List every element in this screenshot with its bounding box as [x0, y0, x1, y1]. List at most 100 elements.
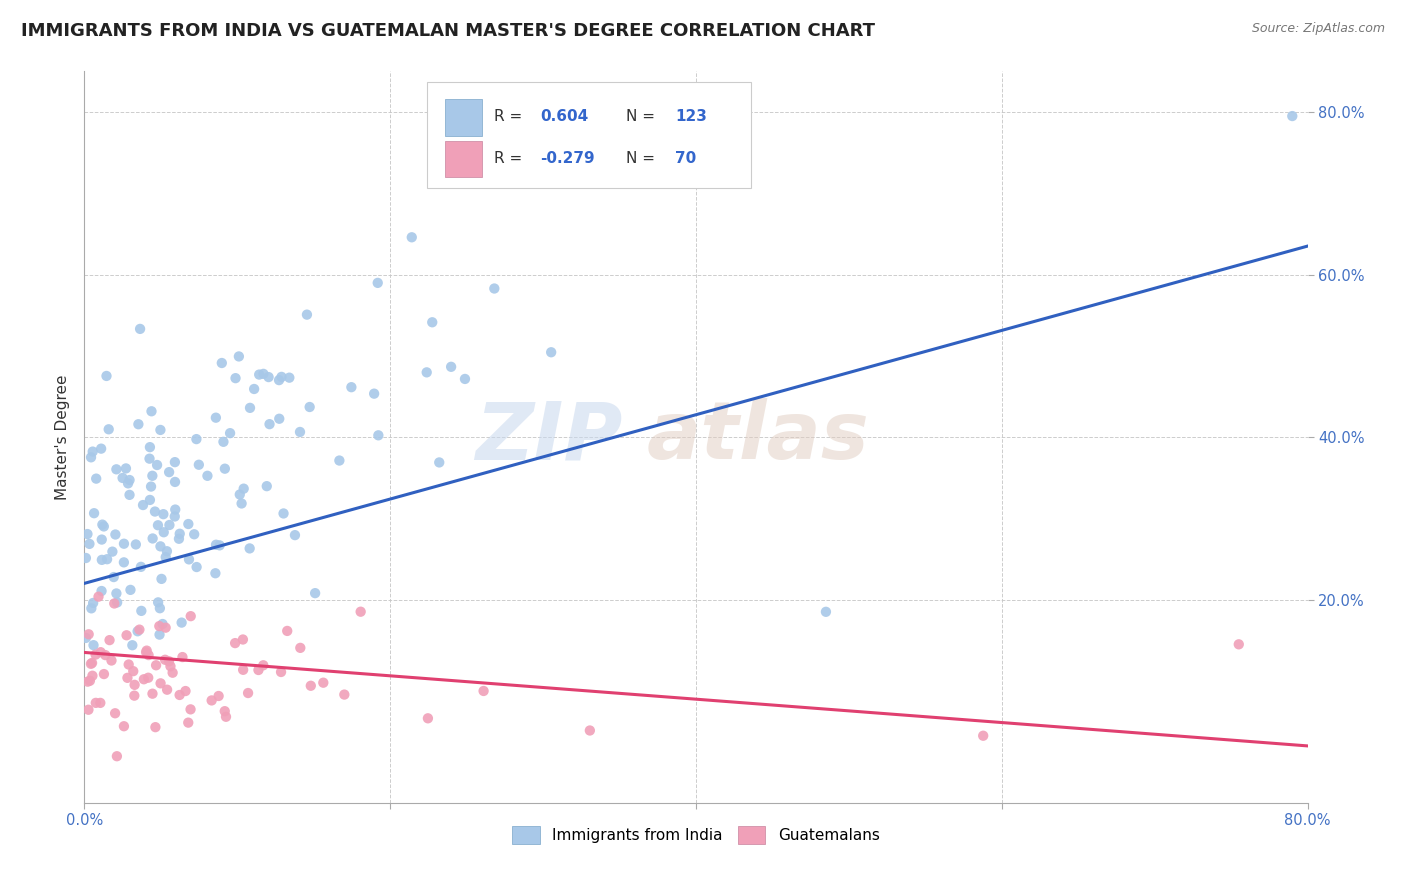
Point — [79, 673, 101, 688]
Text: R =: R = — [494, 151, 527, 166]
Point — [76, 527, 98, 541]
Point — [91, 517, 114, 532]
Point — [136, 671, 159, 685]
Point — [90, 645, 112, 659]
Point — [232, 632, 254, 647]
Point — [79, 537, 101, 551]
Point — [125, 537, 148, 551]
Point — [180, 702, 202, 716]
Point — [215, 710, 238, 724]
Text: ZIP: ZIP — [475, 398, 623, 476]
Point — [231, 496, 253, 510]
Point — [340, 380, 363, 394]
Point — [94, 648, 117, 662]
Point — [214, 704, 236, 718]
Point — [454, 372, 477, 386]
Point — [76, 674, 98, 689]
Point — [84, 696, 107, 710]
Point — [135, 643, 157, 657]
Point — [163, 509, 186, 524]
FancyBboxPatch shape — [446, 141, 482, 178]
FancyBboxPatch shape — [446, 99, 482, 136]
Point — [80, 601, 103, 615]
Point — [93, 667, 115, 681]
Point — [121, 638, 143, 652]
Point — [333, 688, 356, 702]
Point — [239, 401, 262, 415]
Point — [252, 658, 274, 673]
Point — [367, 276, 389, 290]
Point — [141, 468, 163, 483]
Point — [177, 516, 200, 531]
Point — [177, 715, 200, 730]
Point — [101, 544, 124, 558]
Point — [224, 636, 246, 650]
Point — [186, 432, 208, 446]
Point — [169, 526, 191, 541]
Point — [205, 410, 228, 425]
Point — [163, 455, 186, 469]
Point — [148, 619, 170, 633]
Point — [157, 465, 180, 479]
Point — [84, 648, 107, 662]
Point — [87, 590, 110, 604]
Point — [170, 615, 193, 630]
Point — [117, 476, 139, 491]
Point — [97, 422, 120, 436]
Point — [214, 461, 236, 475]
Point — [270, 370, 292, 384]
Point — [118, 473, 141, 487]
Point — [174, 684, 197, 698]
Point — [472, 684, 495, 698]
Point — [197, 468, 219, 483]
Y-axis label: Master's Degree: Master's Degree — [55, 375, 70, 500]
Point — [149, 676, 172, 690]
Point — [90, 584, 112, 599]
Point — [80, 450, 103, 465]
Point — [579, 723, 602, 738]
Point — [131, 604, 153, 618]
Point — [186, 560, 208, 574]
Point — [239, 541, 262, 556]
Point — [252, 367, 274, 381]
Point — [90, 442, 112, 456]
Point — [427, 455, 450, 469]
Text: 70: 70 — [675, 151, 696, 166]
Point — [208, 538, 231, 552]
Point — [440, 359, 463, 374]
Point — [98, 633, 121, 648]
Point — [127, 624, 149, 639]
Point — [152, 525, 174, 540]
Text: 0.604: 0.604 — [541, 109, 589, 124]
Point — [207, 689, 229, 703]
Point — [124, 678, 146, 692]
Point — [295, 308, 318, 322]
Point — [201, 693, 224, 707]
Point — [146, 518, 169, 533]
Point — [112, 537, 135, 551]
Point — [148, 627, 170, 641]
Legend: Immigrants from India, Guatemalans: Immigrants from India, Guatemalans — [506, 820, 886, 850]
Point — [103, 597, 125, 611]
Point — [104, 527, 127, 541]
Point — [247, 368, 270, 382]
Point — [83, 638, 105, 652]
Point — [169, 688, 191, 702]
Point — [232, 663, 254, 677]
Text: Source: ZipAtlas.com: Source: ZipAtlas.com — [1251, 22, 1385, 36]
Point — [118, 657, 141, 672]
Point — [257, 370, 280, 384]
Point — [132, 672, 155, 686]
Point — [157, 518, 180, 533]
Point — [172, 650, 194, 665]
Point — [299, 679, 322, 693]
Point — [104, 706, 127, 721]
Text: R =: R = — [494, 109, 527, 124]
Text: 123: 123 — [675, 109, 707, 124]
Text: IMMIGRANTS FROM INDIA VS GUATEMALAN MASTER'S DEGREE CORRELATION CHART: IMMIGRANTS FROM INDIA VS GUATEMALAN MAST… — [21, 22, 875, 40]
Point — [139, 479, 162, 493]
Point — [77, 703, 100, 717]
Point — [232, 482, 254, 496]
Point — [163, 475, 186, 489]
Point — [972, 729, 994, 743]
